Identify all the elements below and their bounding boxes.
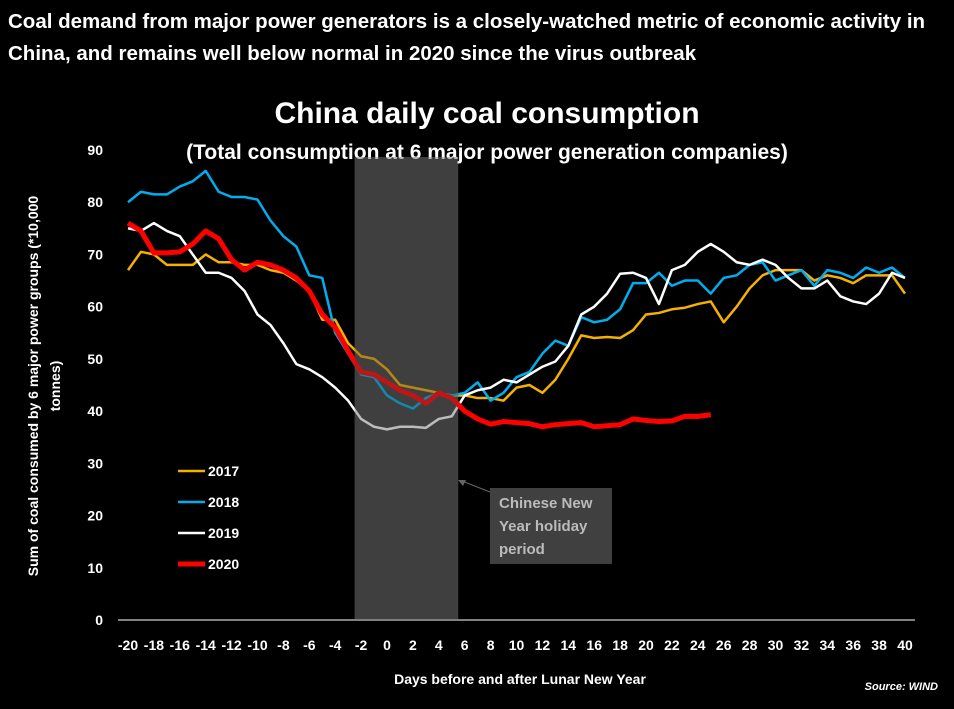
- x-tick-label: 22: [664, 637, 680, 653]
- y-axis-ticks: 0 10 20 30 40 50 60 70 80 90: [87, 142, 103, 628]
- source-note: Source: WIND: [865, 681, 938, 693]
- legend-label-2020: 2020: [208, 556, 239, 572]
- legend-label-2018: 2018: [208, 494, 239, 510]
- x-tick-label: 12: [535, 637, 551, 653]
- x-tick-label: 30: [768, 637, 784, 653]
- y-tick-label: 70: [87, 246, 103, 262]
- series-line-2019: [127, 221, 906, 431]
- annotation-arrow: [461, 480, 491, 493]
- y-tick-label: 20: [87, 508, 103, 524]
- x-axis-label: Days before and after Lunar New Year: [394, 671, 646, 687]
- x-tick-label: 16: [586, 637, 602, 653]
- x-tick-label: 34: [820, 637, 836, 653]
- x-tick-label: 8: [487, 637, 495, 653]
- x-tick-label: 36: [845, 637, 861, 653]
- x-tick-label: 20: [638, 637, 654, 653]
- x-tick-label: 40: [897, 637, 913, 653]
- x-tick-label: 4: [435, 637, 443, 653]
- y-tick-label: 90: [87, 142, 103, 158]
- holiday-annotation: Chinese New Year holiday period: [458, 480, 612, 564]
- annotation-box: [490, 488, 612, 564]
- series-lines: [126, 157, 907, 620]
- y-tick-label: 60: [87, 299, 103, 315]
- series-line-2020: [126, 220, 712, 430]
- y-tick-label: 10: [87, 560, 103, 576]
- x-tick-label: 24: [690, 637, 706, 653]
- x-tick-label: -20: [118, 637, 138, 653]
- x-tick-label: 6: [461, 637, 469, 653]
- x-tick-label: -14: [196, 637, 216, 653]
- holiday-overlay: [354, 157, 459, 620]
- chart-title: China daily coal consumption: [274, 97, 699, 130]
- y-axis-label: Sum of coal consumed by 6 major power gr…: [25, 196, 63, 577]
- chart-subtitle: (Total consumption at 6 major power gene…: [186, 141, 788, 164]
- holiday-shaded-region: [354, 157, 459, 620]
- series-line-2018: [127, 169, 906, 410]
- x-tick-label: 2: [409, 637, 417, 653]
- y-tick-label: 30: [87, 455, 103, 471]
- x-tick-label: 10: [509, 637, 525, 653]
- x-axis-ticks: -20 -18 -16 -14 -12 -10 -8 -6 -4 -2 0 2 4 6 8 10 12 14 16 1…: [118, 637, 913, 653]
- x-tick-label: 32: [794, 637, 810, 653]
- x-tick-label: -16: [170, 637, 190, 653]
- x-tick-label: -10: [247, 637, 267, 653]
- x-tick-label: -18: [144, 637, 164, 653]
- legend: 2017 2018 2019 2020: [178, 463, 239, 572]
- x-tick-label: -4: [329, 637, 342, 653]
- y-tick-label: 0: [95, 612, 103, 628]
- x-tick-label: 18: [612, 637, 628, 653]
- x-tick-label: 38: [871, 637, 887, 653]
- x-tick-label: 14: [561, 637, 577, 653]
- y-tick-label: 40: [87, 403, 103, 419]
- x-tick-label: -12: [221, 637, 241, 653]
- x-tick-label: 28: [742, 637, 758, 653]
- legend-label-2017: 2017: [208, 463, 239, 479]
- x-tick-label: -6: [303, 637, 316, 653]
- annotation-text: Chinese New Year holiday period: [499, 495, 593, 558]
- legend-label-2019: 2019: [208, 525, 239, 541]
- arrow-head-icon: [458, 480, 466, 486]
- y-tick-label: 80: [87, 194, 103, 210]
- x-tick-label: -8: [277, 637, 290, 653]
- y-tick-label: 50: [87, 351, 103, 367]
- x-tick-label: -2: [355, 637, 368, 653]
- x-tick-label: 26: [716, 637, 732, 653]
- headline: Coal demand from major power generators …: [8, 10, 926, 65]
- x-tick-label: 0: [383, 637, 391, 653]
